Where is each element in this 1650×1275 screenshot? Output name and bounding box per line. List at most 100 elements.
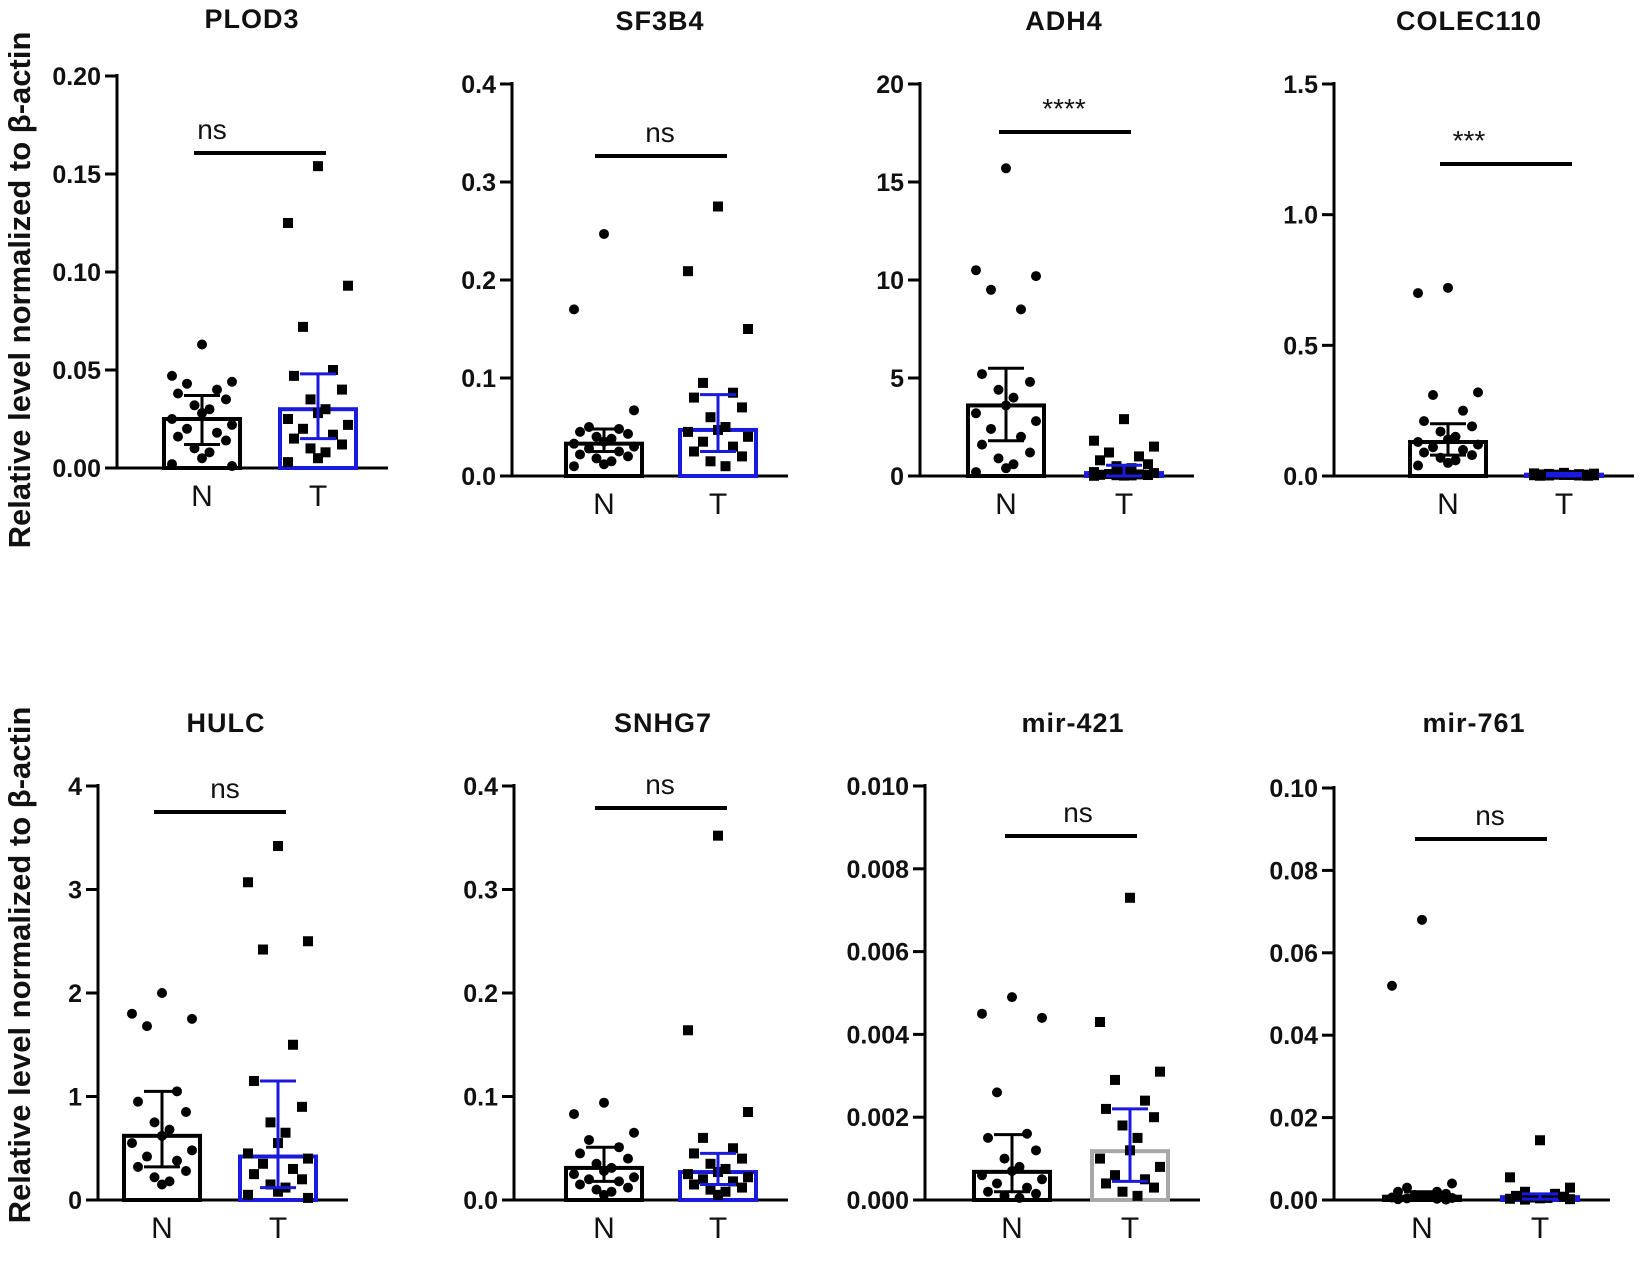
series-n: N bbox=[966, 163, 1046, 521]
data-point bbox=[977, 369, 987, 380]
data-point bbox=[1031, 1188, 1041, 1199]
y-axis-label-top: Relative level normalized to β-actin bbox=[2, 32, 37, 549]
series-n: N bbox=[1382, 914, 1462, 1245]
data-point bbox=[1419, 416, 1429, 427]
data-point bbox=[337, 439, 347, 450]
data-point bbox=[689, 392, 699, 403]
data-point bbox=[1117, 1186, 1128, 1197]
data-point bbox=[328, 429, 338, 440]
data-point bbox=[1443, 457, 1453, 468]
data-point bbox=[313, 453, 323, 464]
data-point bbox=[591, 431, 602, 442]
data-point bbox=[289, 370, 299, 381]
data-point bbox=[992, 1178, 1002, 1189]
data-point bbox=[606, 456, 617, 467]
category-label: N bbox=[1437, 488, 1459, 521]
series-t: T bbox=[1500, 1135, 1580, 1245]
data-point bbox=[1511, 1190, 1521, 1201]
data-point bbox=[1393, 1194, 1403, 1205]
data-point bbox=[698, 1174, 708, 1185]
category-label: T bbox=[1531, 1212, 1549, 1245]
data-point bbox=[1126, 463, 1137, 474]
data-point bbox=[197, 453, 207, 464]
data-point bbox=[1450, 455, 1461, 466]
y-tick-label: 0.00 bbox=[1269, 1187, 1318, 1215]
data-point bbox=[1104, 469, 1114, 480]
data-point bbox=[1089, 470, 1099, 481]
y-tick-label: 0.000 bbox=[846, 1187, 909, 1215]
data-point bbox=[591, 1158, 602, 1169]
data-point bbox=[283, 218, 293, 228]
data-point bbox=[133, 1161, 143, 1172]
data-point bbox=[569, 304, 579, 315]
data-point bbox=[623, 428, 633, 439]
category-label: T bbox=[709, 1212, 727, 1245]
category-label: T bbox=[709, 488, 727, 521]
data-point bbox=[1559, 1191, 1569, 1202]
series-t: T bbox=[1084, 414, 1164, 521]
data-point bbox=[288, 1163, 298, 1174]
data-point bbox=[1134, 451, 1144, 462]
data-point bbox=[1101, 1178, 1111, 1189]
data-point bbox=[575, 1179, 585, 1190]
data-point bbox=[1428, 442, 1438, 453]
data-point bbox=[683, 426, 693, 437]
data-point bbox=[705, 456, 716, 467]
data-point bbox=[606, 433, 617, 444]
data-point bbox=[297, 1174, 307, 1185]
data-point bbox=[1037, 1012, 1047, 1023]
data-point bbox=[720, 422, 731, 432]
data-point bbox=[728, 441, 738, 452]
category-label: N bbox=[1001, 1212, 1023, 1245]
data-point bbox=[221, 435, 231, 446]
data-point bbox=[737, 1182, 747, 1193]
data-point bbox=[993, 384, 1004, 395]
data-point bbox=[977, 1008, 987, 1019]
y-tick-label: 0.02 bbox=[1269, 1105, 1318, 1133]
data-point bbox=[181, 1166, 191, 1177]
y-tick-label: 0.0 bbox=[461, 463, 496, 491]
data-point bbox=[1527, 1192, 1538, 1203]
category-label: N bbox=[593, 1212, 615, 1245]
data-point bbox=[743, 431, 753, 442]
data-point bbox=[1387, 980, 1397, 991]
data-point bbox=[328, 365, 338, 375]
data-point bbox=[569, 1109, 579, 1120]
significance-label: *** bbox=[1453, 125, 1486, 156]
data-point bbox=[575, 449, 585, 460]
y-tick-label: 2 bbox=[68, 980, 82, 1008]
category-label: N bbox=[191, 480, 213, 513]
category-label: T bbox=[269, 1212, 287, 1245]
panel-hulc: HULC 0 1 2 3 4 ns N T bbox=[68, 708, 348, 1245]
data-point bbox=[265, 1117, 276, 1128]
data-point bbox=[133, 1096, 143, 1107]
data-point bbox=[629, 1172, 639, 1183]
data-point bbox=[1520, 1186, 1530, 1197]
data-point bbox=[1134, 469, 1144, 480]
data-point bbox=[1095, 469, 1105, 480]
data-point bbox=[1565, 1182, 1575, 1193]
data-point bbox=[212, 427, 222, 438]
data-point bbox=[599, 1097, 609, 1108]
data-point bbox=[283, 457, 293, 468]
series-t: T bbox=[1090, 892, 1170, 1245]
data-point bbox=[221, 394, 231, 405]
data-point bbox=[1104, 447, 1114, 458]
significance-label: ns bbox=[1063, 797, 1093, 828]
data-point bbox=[599, 459, 609, 470]
data-point bbox=[343, 419, 353, 430]
data-point bbox=[305, 443, 316, 454]
data-point bbox=[298, 423, 308, 434]
y-tick-label: 0.008 bbox=[846, 856, 909, 884]
data-point bbox=[569, 438, 579, 449]
data-point bbox=[1149, 1112, 1159, 1123]
y-tick-label: 0.004 bbox=[846, 1021, 909, 1049]
data-point bbox=[1505, 1193, 1515, 1204]
data-point bbox=[305, 394, 316, 405]
data-point bbox=[1467, 450, 1477, 461]
data-point bbox=[303, 936, 313, 947]
category-label: T bbox=[1115, 488, 1133, 521]
panel-title: SF3B4 bbox=[615, 6, 704, 36]
data-point bbox=[303, 1153, 313, 1164]
data-point bbox=[993, 453, 1004, 464]
